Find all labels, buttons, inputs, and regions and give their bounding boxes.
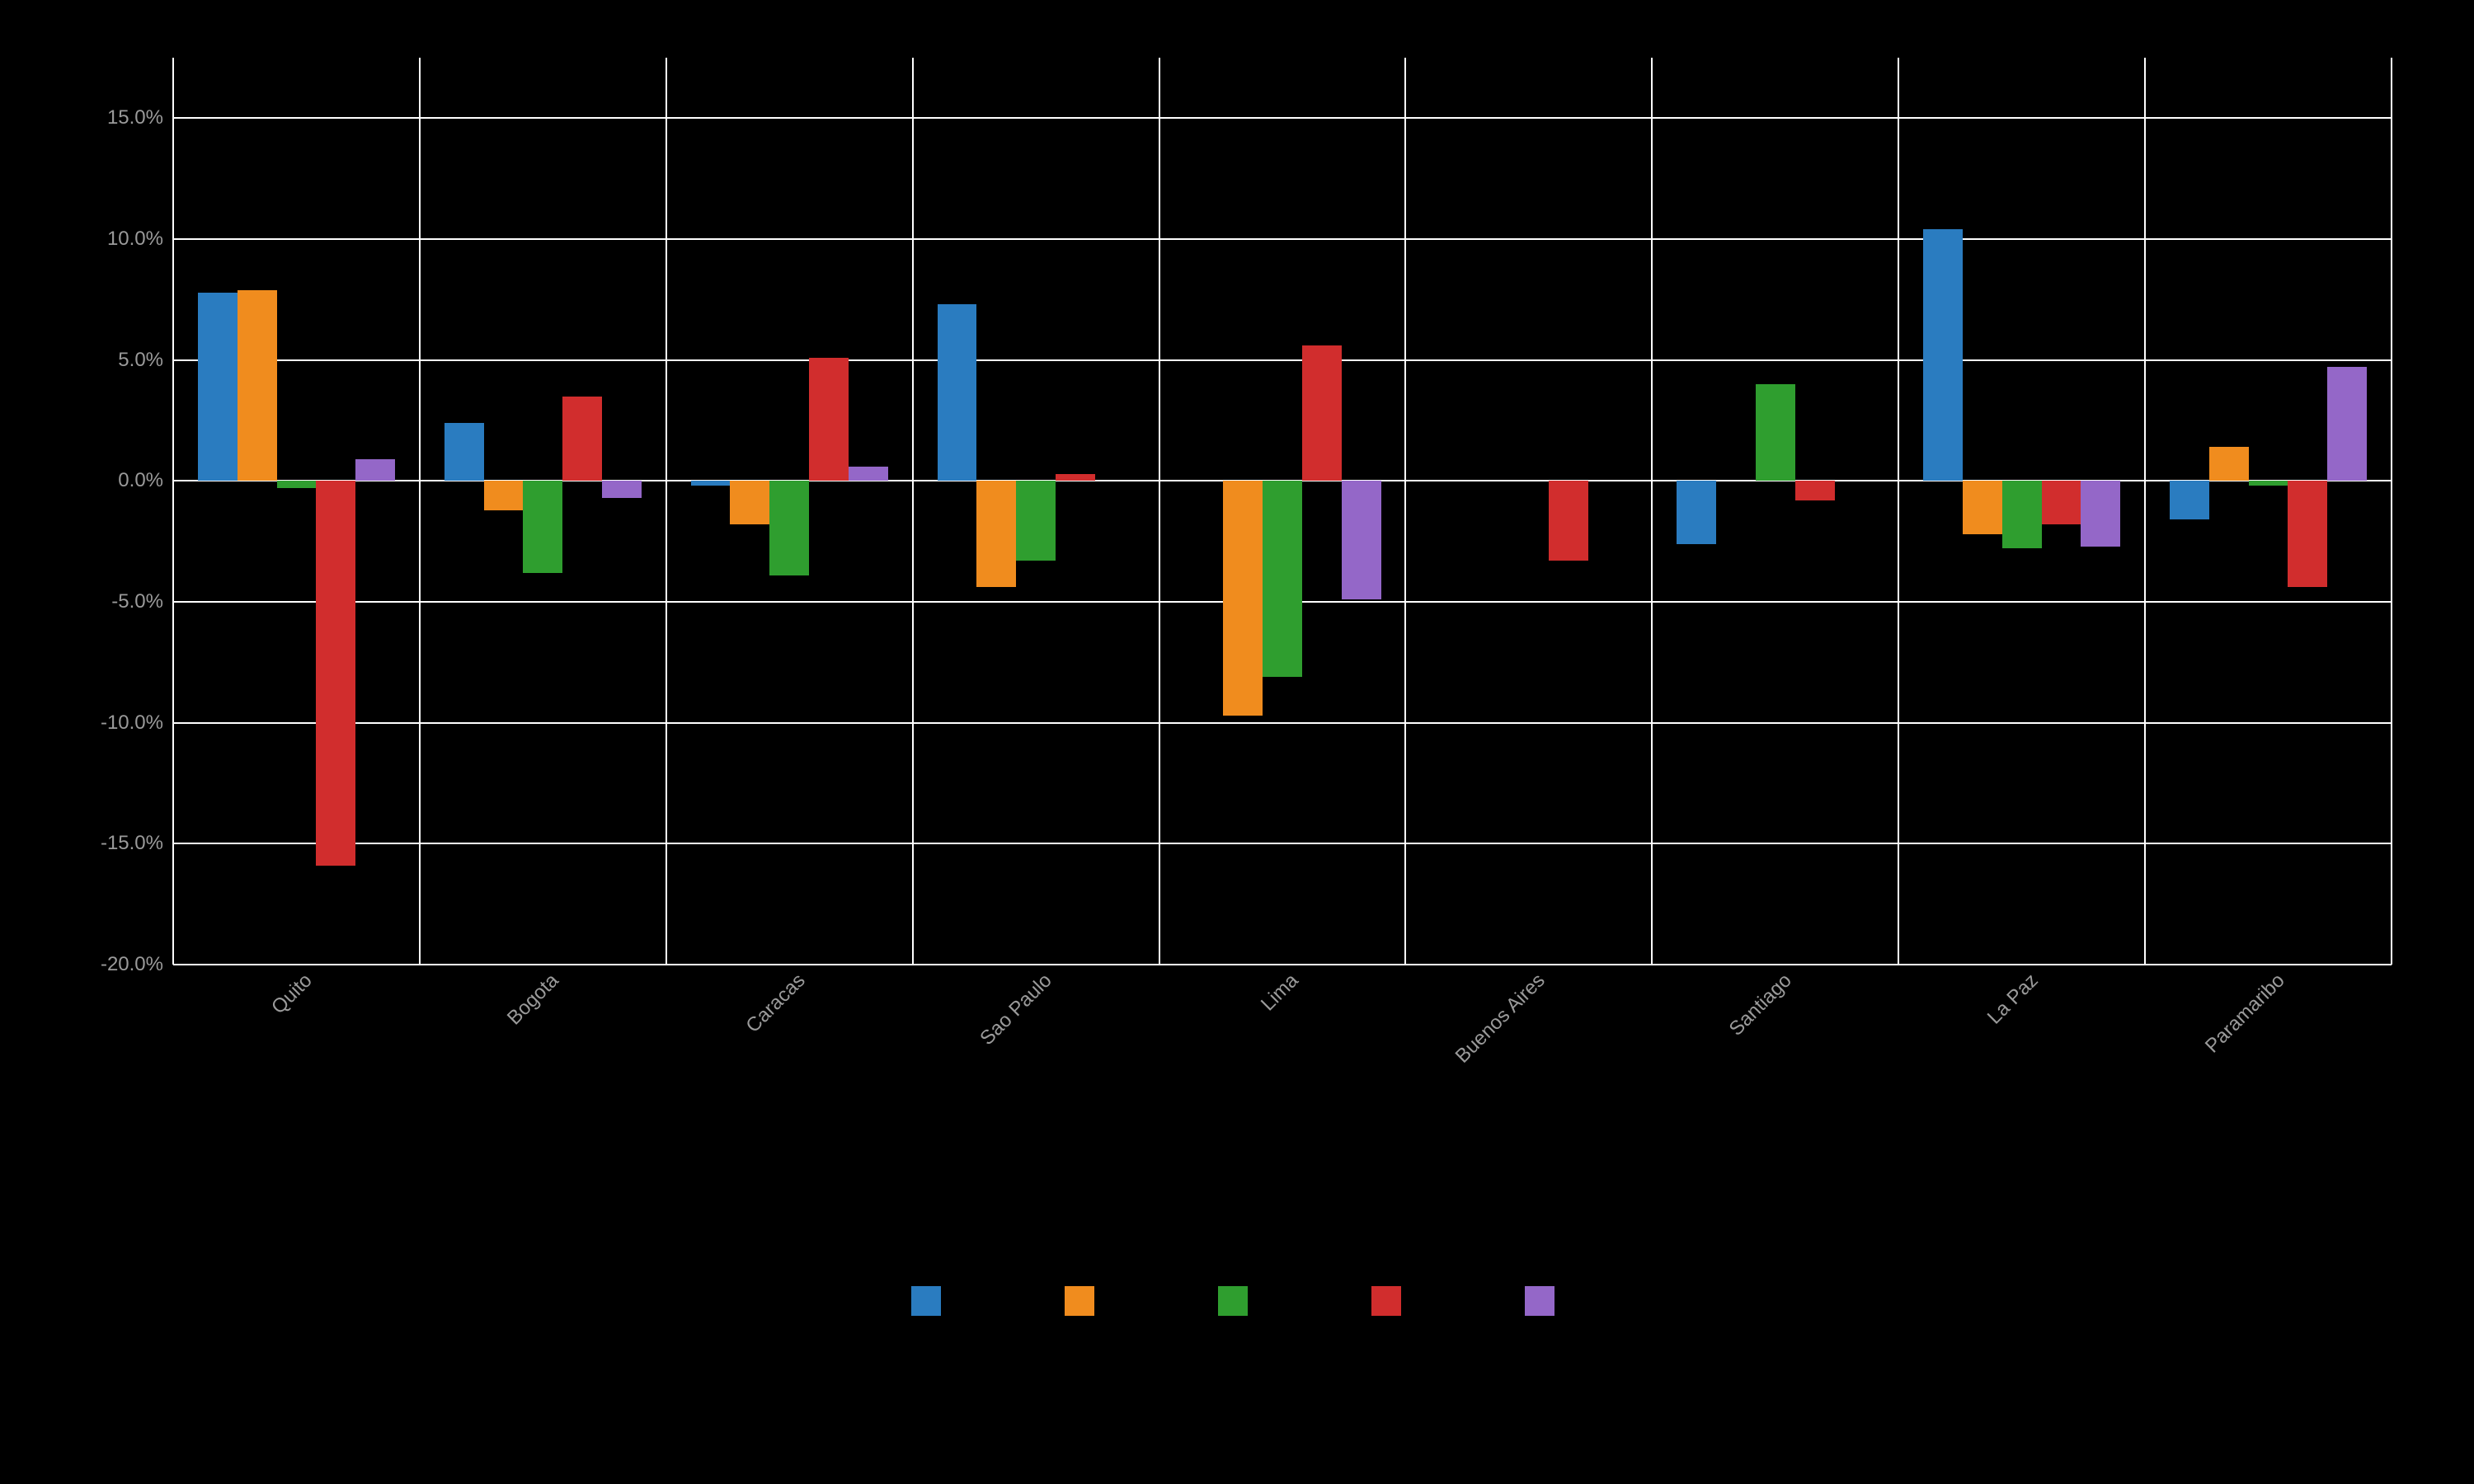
y-tick-label: -15.0% — [101, 832, 173, 855]
y-tick-label: -10.0% — [101, 711, 173, 735]
bar — [1342, 481, 1381, 599]
gridline-vertical — [1159, 58, 1160, 965]
bar — [198, 293, 238, 481]
bar — [1223, 481, 1263, 716]
bar — [444, 423, 484, 481]
bar — [2170, 481, 2209, 519]
bar — [1056, 474, 1095, 481]
bar — [562, 397, 602, 481]
bar — [730, 481, 769, 524]
bar — [1016, 481, 1056, 561]
bar — [2288, 481, 2327, 587]
legend-swatch — [1065, 1286, 1094, 1316]
bar — [1963, 481, 2002, 534]
bar — [355, 459, 395, 481]
bar — [769, 481, 809, 575]
gridline-horizontal — [173, 843, 2392, 844]
x-tick-label: Buenos Aires — [1446, 965, 1550, 1068]
y-tick-label: 10.0% — [107, 228, 173, 251]
gridline-vertical — [2391, 58, 2392, 965]
gridline-horizontal — [173, 722, 2392, 724]
bar — [1756, 384, 1795, 481]
legend-item — [911, 1286, 949, 1316]
gridline-vertical — [1898, 58, 1899, 965]
bar — [976, 481, 1016, 587]
bar — [2249, 481, 2288, 486]
bar — [238, 290, 277, 481]
bar — [1677, 481, 1716, 543]
y-tick-label: -5.0% — [111, 590, 173, 613]
bar — [1795, 481, 1835, 500]
y-tick-label: -20.0% — [101, 953, 173, 976]
x-tick-label: Paramaribo — [2196, 965, 2289, 1058]
bar — [938, 304, 977, 481]
legend-item — [1065, 1286, 1103, 1316]
y-tick-label: 15.0% — [107, 106, 173, 129]
y-tick-label: 0.0% — [118, 469, 173, 492]
bar — [484, 481, 524, 510]
x-tick-label: Bogota — [499, 965, 564, 1030]
bar — [809, 358, 849, 481]
x-tick-label: La Paz — [1978, 965, 2043, 1029]
gridline-vertical — [912, 58, 914, 965]
bar — [2209, 447, 2249, 481]
bar — [2002, 481, 2042, 548]
gridline-vertical — [1404, 58, 1406, 965]
gridline-vertical — [666, 58, 667, 965]
y-tick-label: 5.0% — [118, 349, 173, 372]
bar — [1923, 229, 1963, 481]
gridline-vertical — [2144, 58, 2146, 965]
x-tick-label: Santiago — [1720, 965, 1796, 1040]
gridline-vertical — [1651, 58, 1653, 965]
x-tick-label: Caracas — [737, 965, 811, 1038]
gridline-vertical — [172, 58, 174, 965]
bar — [849, 467, 888, 481]
gridline-horizontal — [173, 359, 2392, 361]
x-tick-label: Quito — [263, 965, 317, 1019]
bar — [523, 481, 562, 572]
plot-area: -20.0%-15.0%-10.0%-5.0%0.0%5.0%10.0%15.0… — [173, 58, 2392, 965]
chart-container: -20.0% -15.0% -10.0% -5.0% 0.0% 5.0% 10.0% 15.0… — [0, 0, 2474, 1484]
bar — [602, 481, 642, 498]
bar — [691, 481, 731, 486]
bar — [1302, 345, 1342, 481]
bar — [2081, 481, 2120, 546]
x-tick-label: Lima — [1252, 965, 1303, 1016]
gridline-vertical — [419, 58, 421, 965]
legend-swatch — [911, 1286, 941, 1316]
legend-item — [1525, 1286, 1563, 1316]
legend-swatch — [1525, 1286, 1554, 1316]
bar — [1549, 481, 1588, 561]
x-tick-label: Sao Paulo — [971, 965, 1057, 1050]
gridline-horizontal — [173, 117, 2392, 119]
legend-swatch — [1371, 1286, 1401, 1316]
legend-swatch — [1218, 1286, 1248, 1316]
gridline-horizontal — [173, 238, 2392, 240]
legend-item — [1218, 1286, 1256, 1316]
bar — [1263, 481, 1302, 677]
legend — [701, 1286, 1773, 1316]
bar — [2327, 367, 2367, 481]
bar — [316, 481, 355, 865]
bar — [2042, 481, 2081, 524]
legend-item — [1371, 1286, 1409, 1316]
bar — [277, 481, 317, 488]
